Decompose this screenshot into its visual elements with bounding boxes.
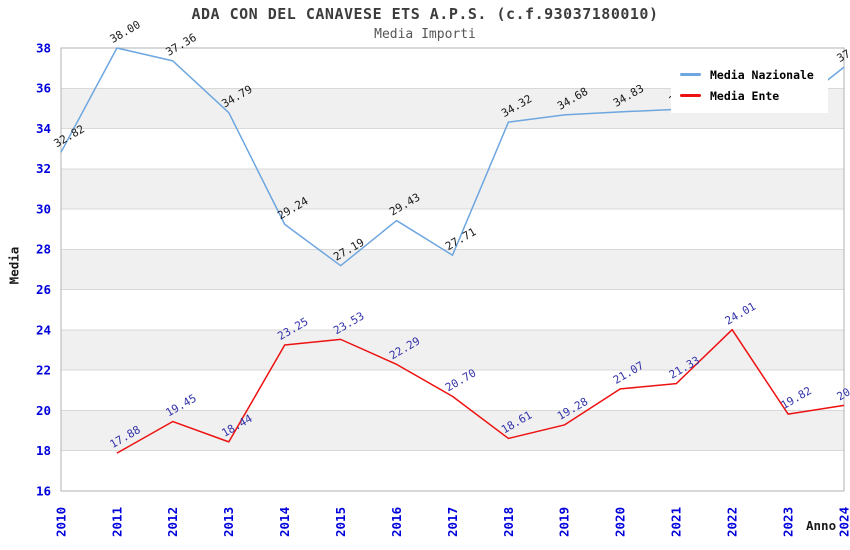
x-tick-label: 2016 [389, 507, 404, 537]
value-label: 20.25 [835, 375, 850, 403]
y-tick-label: 38 [36, 40, 51, 55]
band [61, 410, 844, 451]
legend-item-media-ente: Media Ente [680, 85, 814, 106]
x-tick-label: 2010 [53, 507, 68, 537]
media-ente-line-marker-icon [680, 94, 701, 97]
legend-item-media-nazionale: Media Nazionale [680, 64, 814, 85]
y-tick-label: 34 [36, 121, 51, 136]
y-tick-label: 18 [36, 443, 51, 458]
y-axis-title: Media [6, 246, 22, 285]
y-tick-label: 22 [36, 363, 51, 378]
x-axis-title: Anno [806, 518, 837, 533]
x-tick-label: 2024 [836, 507, 850, 537]
x-tick-label: 2018 [501, 507, 516, 537]
y-tick-label: 24 [36, 322, 51, 337]
x-tick-label: 2011 [109, 507, 124, 537]
legend-label-media-ente: Media Ente [710, 88, 780, 103]
plot-border [60, 47, 845, 492]
legend-label-media-nazionale: Media Nazionale [710, 67, 814, 82]
x-tick-label: 2014 [277, 507, 292, 537]
chart-subtitle: Media Importi [374, 27, 476, 42]
legend: Media Nazionale Media Ente [671, 57, 828, 113]
band [61, 168, 844, 210]
band [61, 329, 844, 371]
x-tick-label: 2020 [613, 507, 628, 537]
y-tick-label: 36 [36, 81, 51, 96]
x-tick-label: 2013 [221, 507, 236, 537]
y-tick-label: 30 [36, 201, 51, 216]
chart-title: ADA CON DEL CANAVESE ETS A.P.S. (c.f.930… [191, 5, 659, 23]
value-label: 24.01 [723, 300, 758, 328]
y-tick-label: 16 [36, 483, 51, 498]
media-ente-line [116, 328, 845, 454]
y-tick-label: 26 [36, 282, 51, 297]
x-tick-label: 2012 [165, 507, 180, 537]
media-nazionale-line-marker-icon [680, 73, 701, 76]
x-tick-label: 2019 [557, 507, 572, 537]
x-tick-label: 2022 [725, 507, 740, 537]
x-tick-label: 2017 [445, 507, 460, 537]
x-tick-label: 2023 [780, 507, 795, 537]
y-tick-label: 28 [36, 242, 51, 257]
y-tick-label: 32 [36, 161, 51, 176]
y-tick-label: 20 [36, 403, 51, 418]
x-tick-label: 2021 [669, 507, 684, 537]
x-tick-label: 2015 [333, 507, 348, 537]
value-label: 19.82 [779, 384, 814, 412]
band [61, 249, 844, 290]
